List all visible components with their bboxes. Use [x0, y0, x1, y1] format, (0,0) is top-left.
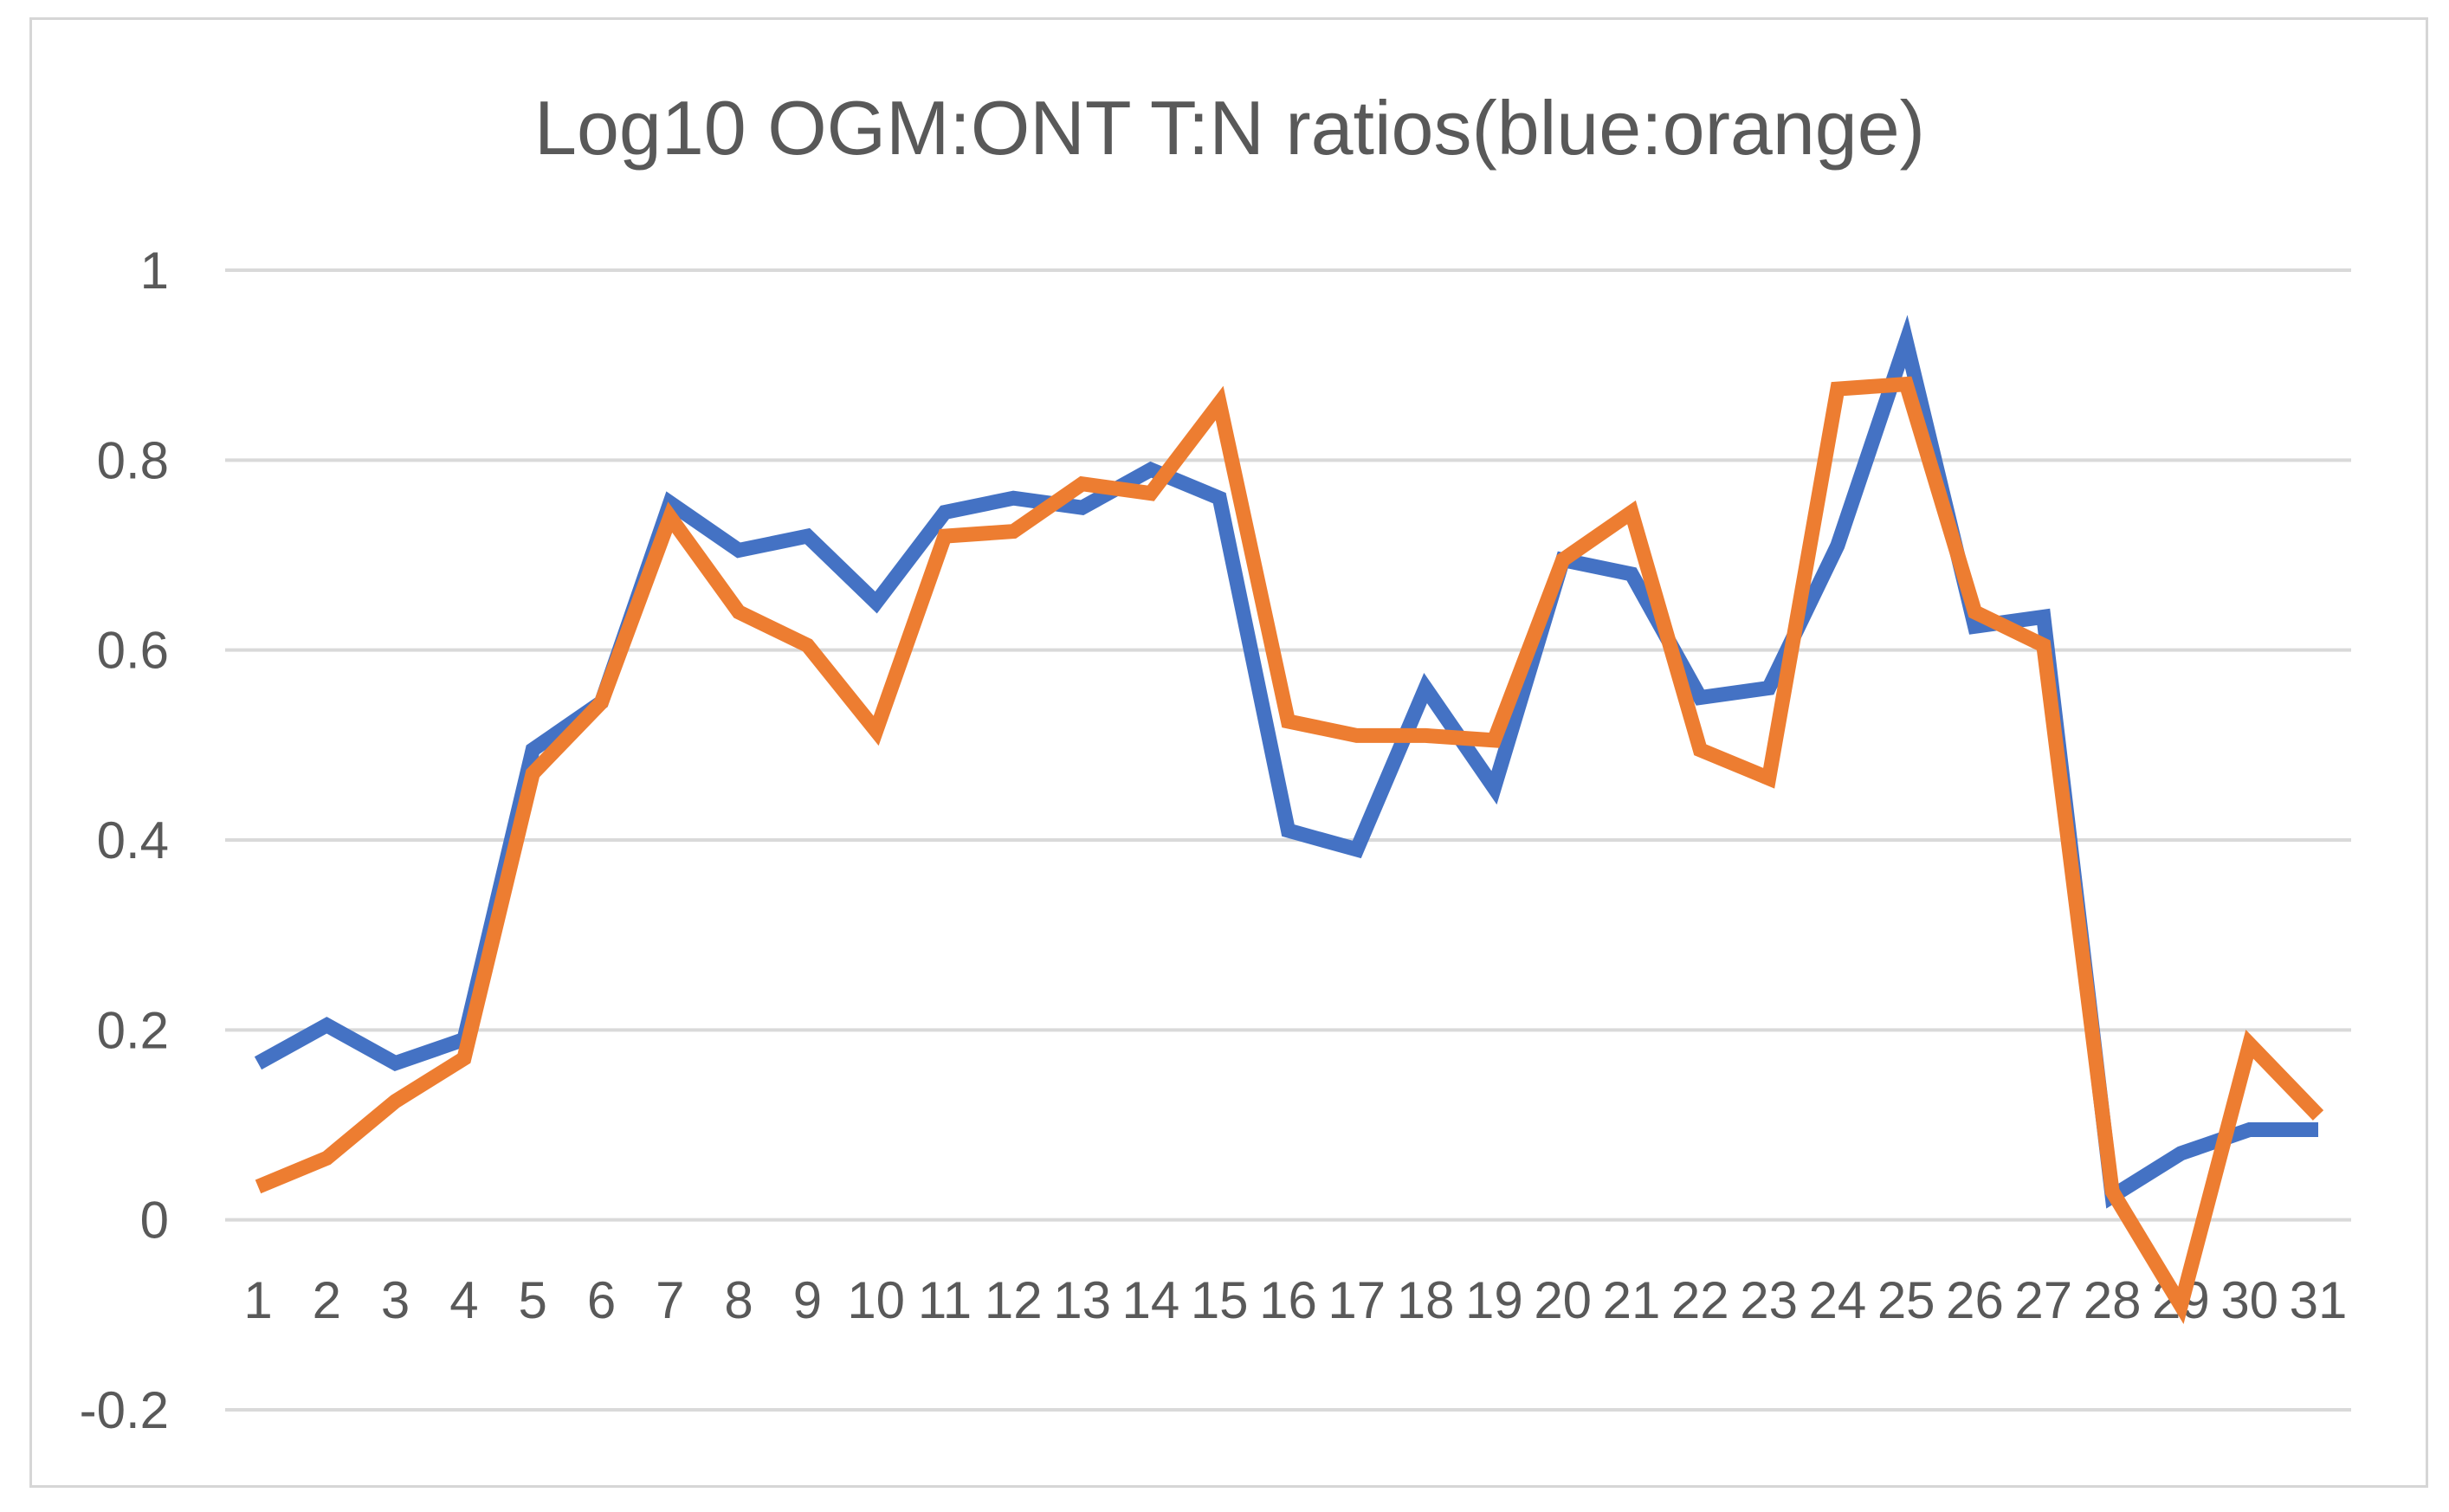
x-tick-label: 31: [2290, 1271, 2348, 1329]
x-tick-label: 12: [985, 1271, 1043, 1329]
x-tick-label: 21: [1603, 1271, 1661, 1329]
x-tick-label: 22: [1671, 1271, 1729, 1329]
grid-layer: [225, 268, 2351, 1412]
chart-frame: [29, 17, 2428, 1488]
x-tick-label: 30: [2220, 1271, 2278, 1329]
x-tick-label: 17: [1328, 1271, 1386, 1329]
x-tick-label: 20: [1534, 1271, 1592, 1329]
x-tick-label: 2: [313, 1271, 341, 1329]
x-tick-label: 3: [381, 1271, 410, 1329]
x-axis-labels: 1 2 3 4 5 6 7 8 9 10 11 12 13 14 15 16 17 18 19 20 21 22 23 24 2…: [243, 1271, 2347, 1329]
y-tick-label: 0.4: [97, 811, 169, 869]
x-tick-label: 8: [724, 1271, 753, 1329]
x-tick-label: 1: [243, 1271, 272, 1329]
y-tick-label: 0: [140, 1192, 169, 1250]
y-tick-label: -0.2: [80, 1381, 169, 1439]
x-tick-label: 13: [1053, 1271, 1111, 1329]
x-tick-label: 11: [918, 1271, 972, 1329]
x-tick-label: 25: [1877, 1271, 1935, 1329]
y-axis-labels: -0.2 0 0.2 0.4 0.6 0.8 1: [80, 242, 169, 1439]
x-tick-label: 9: [793, 1271, 822, 1329]
x-tick-label: 26: [1946, 1271, 2004, 1329]
x-tick-label: 14: [1122, 1271, 1180, 1329]
x-tick-label: 5: [519, 1271, 547, 1329]
y-tick-label: 0.8: [97, 431, 169, 489]
chart-title: Log10 OGM:ONT T:N ratios(blue:orange): [534, 85, 1925, 171]
x-tick-label: 6: [587, 1271, 616, 1329]
y-tick-label: 0.2: [97, 1001, 169, 1059]
series-layer: [254, 314, 2324, 1325]
x-tick-label: 15: [1191, 1271, 1249, 1329]
x-tick-label: 18: [1397, 1271, 1455, 1329]
x-tick-label: 7: [656, 1271, 684, 1329]
x-tick-label: 28: [2084, 1271, 2142, 1329]
x-tick-label: 4: [449, 1271, 478, 1329]
x-tick-label: 10: [847, 1271, 905, 1329]
x-tick-label: 23: [1740, 1271, 1798, 1329]
x-tick-label: 27: [2014, 1271, 2072, 1329]
series-line-2: [255, 376, 2324, 1325]
x-tick-label: 24: [1809, 1271, 1867, 1329]
x-tick-label: 19: [1465, 1271, 1523, 1329]
series-line-1: [254, 314, 2318, 1209]
y-tick-label: 0.6: [97, 622, 169, 680]
x-tick-label: 16: [1259, 1271, 1317, 1329]
y-tick-label: 1: [140, 242, 169, 300]
